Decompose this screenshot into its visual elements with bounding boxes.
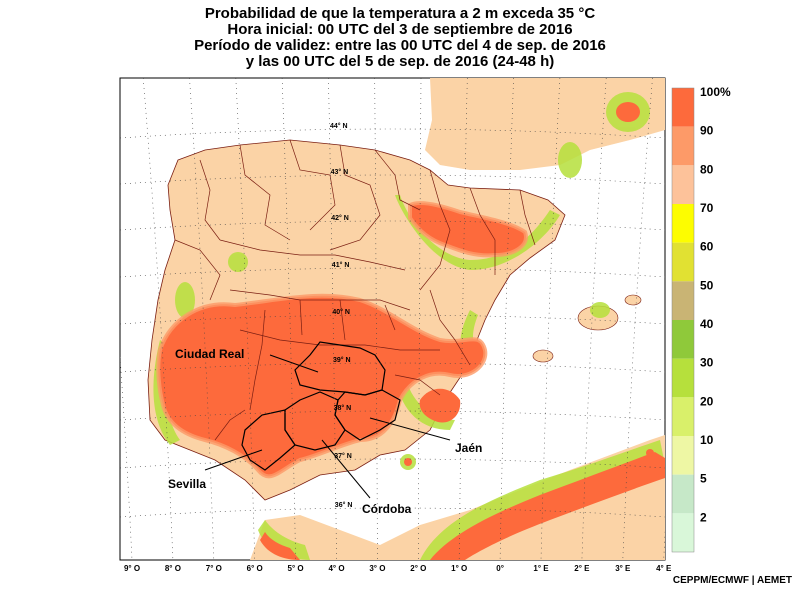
latitude-label: 38° N bbox=[334, 404, 352, 412]
legend-label: 30 bbox=[700, 356, 714, 370]
parallel-line bbox=[120, 220, 665, 231]
legend-swatch bbox=[672, 165, 694, 204]
latitude-label: 40° N bbox=[332, 308, 350, 316]
longitude-label: 3° O bbox=[369, 564, 385, 573]
longitude-label: 3° E bbox=[615, 564, 631, 573]
city-label-jaen: Jaén bbox=[455, 441, 482, 455]
parallel-line bbox=[120, 507, 665, 518]
map-content: 44° N 43° N 42° N 41° N 40° N 39° N 38° N 37° N… bbox=[120, 78, 665, 560]
longitude-label: 9° O bbox=[124, 564, 140, 573]
parallel-line bbox=[120, 174, 665, 185]
latitude-label: 36° N bbox=[335, 501, 353, 509]
city-label-sevilla: Sevilla bbox=[168, 477, 206, 491]
parallel-line bbox=[120, 128, 665, 139]
legend-swatch bbox=[672, 358, 694, 398]
latitude-label: 42° N bbox=[331, 214, 349, 222]
legend-label: 5 bbox=[700, 472, 707, 486]
graticule bbox=[120, 78, 665, 560]
meridian-line bbox=[235, 78, 255, 560]
legend-swatch bbox=[672, 474, 694, 514]
parallel-line bbox=[120, 458, 665, 469]
parallel-line bbox=[120, 314, 665, 325]
legend-frame bbox=[671, 87, 695, 553]
city-label-ciudad-real: Ciudad Real bbox=[175, 347, 244, 361]
longitude-label: 4° O bbox=[328, 564, 344, 573]
latitude-label: 39° N bbox=[333, 356, 351, 364]
meridian-line bbox=[458, 78, 468, 560]
longitude-label: 4° E bbox=[656, 564, 672, 573]
city-label-cordoba: Córdoba bbox=[362, 502, 412, 516]
legend-label: 60 bbox=[700, 240, 714, 254]
legend-label: 80 bbox=[700, 162, 714, 176]
longitude-labels: 9° O 8° O 7° O 6° O 5° O 4° O 3° O 2° O 1° O 0° 1°… bbox=[124, 564, 672, 573]
title-line-3: Período de validez: entre las 00 UTC del… bbox=[194, 37, 606, 54]
ibiza bbox=[532, 349, 554, 363]
legend-swatch bbox=[672, 320, 694, 359]
legend-label: 20 bbox=[700, 394, 714, 408]
legend-label: 2 bbox=[700, 510, 707, 524]
parallel-line bbox=[120, 267, 665, 278]
legend-swatch bbox=[672, 436, 694, 475]
meridian-line bbox=[328, 78, 337, 560]
legend-swatch bbox=[672, 204, 694, 243]
highlighted-provinces bbox=[241, 341, 401, 471]
legend-swatch bbox=[672, 397, 694, 436]
menorca bbox=[624, 294, 642, 306]
city-pointers bbox=[204, 354, 451, 499]
meridian-line bbox=[418, 78, 422, 560]
longitude-label: 8° O bbox=[165, 564, 181, 573]
legend-swatch bbox=[672, 513, 694, 552]
africa-land bbox=[250, 435, 665, 560]
meridian-line bbox=[499, 78, 514, 560]
longitude-label: 1° E bbox=[533, 564, 549, 573]
legend-swatch bbox=[672, 126, 694, 166]
legend-label: 40 bbox=[700, 317, 714, 331]
longitude-label: 2° O bbox=[410, 564, 426, 573]
parallel-line bbox=[120, 410, 665, 421]
parallel-line bbox=[120, 362, 665, 373]
title-line-1: Probabilidad de que la temperatura a 2 m… bbox=[204, 5, 596, 22]
legend-label: 90 bbox=[700, 124, 714, 138]
meridian-line bbox=[540, 78, 561, 560]
longitude-label: 5° O bbox=[288, 564, 304, 573]
legend-label: 70 bbox=[700, 201, 714, 215]
latitude-label: 41° N bbox=[332, 261, 350, 269]
legend-label: 100% bbox=[700, 85, 731, 99]
sevilla-outline bbox=[241, 409, 296, 471]
meridian-line bbox=[374, 78, 378, 560]
longitude-label: 0° bbox=[496, 564, 504, 573]
legend-label: 50 bbox=[700, 278, 714, 292]
legend-swatch bbox=[672, 242, 694, 282]
latitude-label: 37° N bbox=[334, 452, 352, 460]
title-line-2: Hora inicial: 00 UTC del 3 de septiembre… bbox=[227, 21, 573, 38]
latitude-label: 44° N bbox=[330, 122, 348, 130]
france-land bbox=[425, 78, 665, 170]
legend-swatch bbox=[672, 281, 694, 320]
credit-text: CEPPM/ECMWF | AEMET bbox=[672, 575, 792, 586]
longitude-label: 7° O bbox=[206, 564, 222, 573]
latitude-labels: 44° N 43° N 42° N 41° N 40° N 39° N 38° N 37° N… bbox=[330, 122, 352, 509]
legend-label: 10 bbox=[700, 433, 714, 447]
latitude-label: 43° N bbox=[331, 168, 349, 176]
title-line-4: y las 00 UTC del 5 de sep. de 2016 (24-4… bbox=[245, 53, 555, 70]
map-title: Probabilidad de que la temperatura a 2 m… bbox=[0, 6, 800, 70]
legend-swatch bbox=[672, 88, 694, 127]
longitude-label: 1° O bbox=[451, 564, 467, 573]
meridian-line bbox=[281, 78, 296, 560]
legend: 100% 90 80 70 60 50 40 30 20 10 5 2 bbox=[671, 85, 731, 553]
longitude-label: 2° E bbox=[574, 564, 590, 573]
longitude-label: 6° O bbox=[247, 564, 263, 573]
